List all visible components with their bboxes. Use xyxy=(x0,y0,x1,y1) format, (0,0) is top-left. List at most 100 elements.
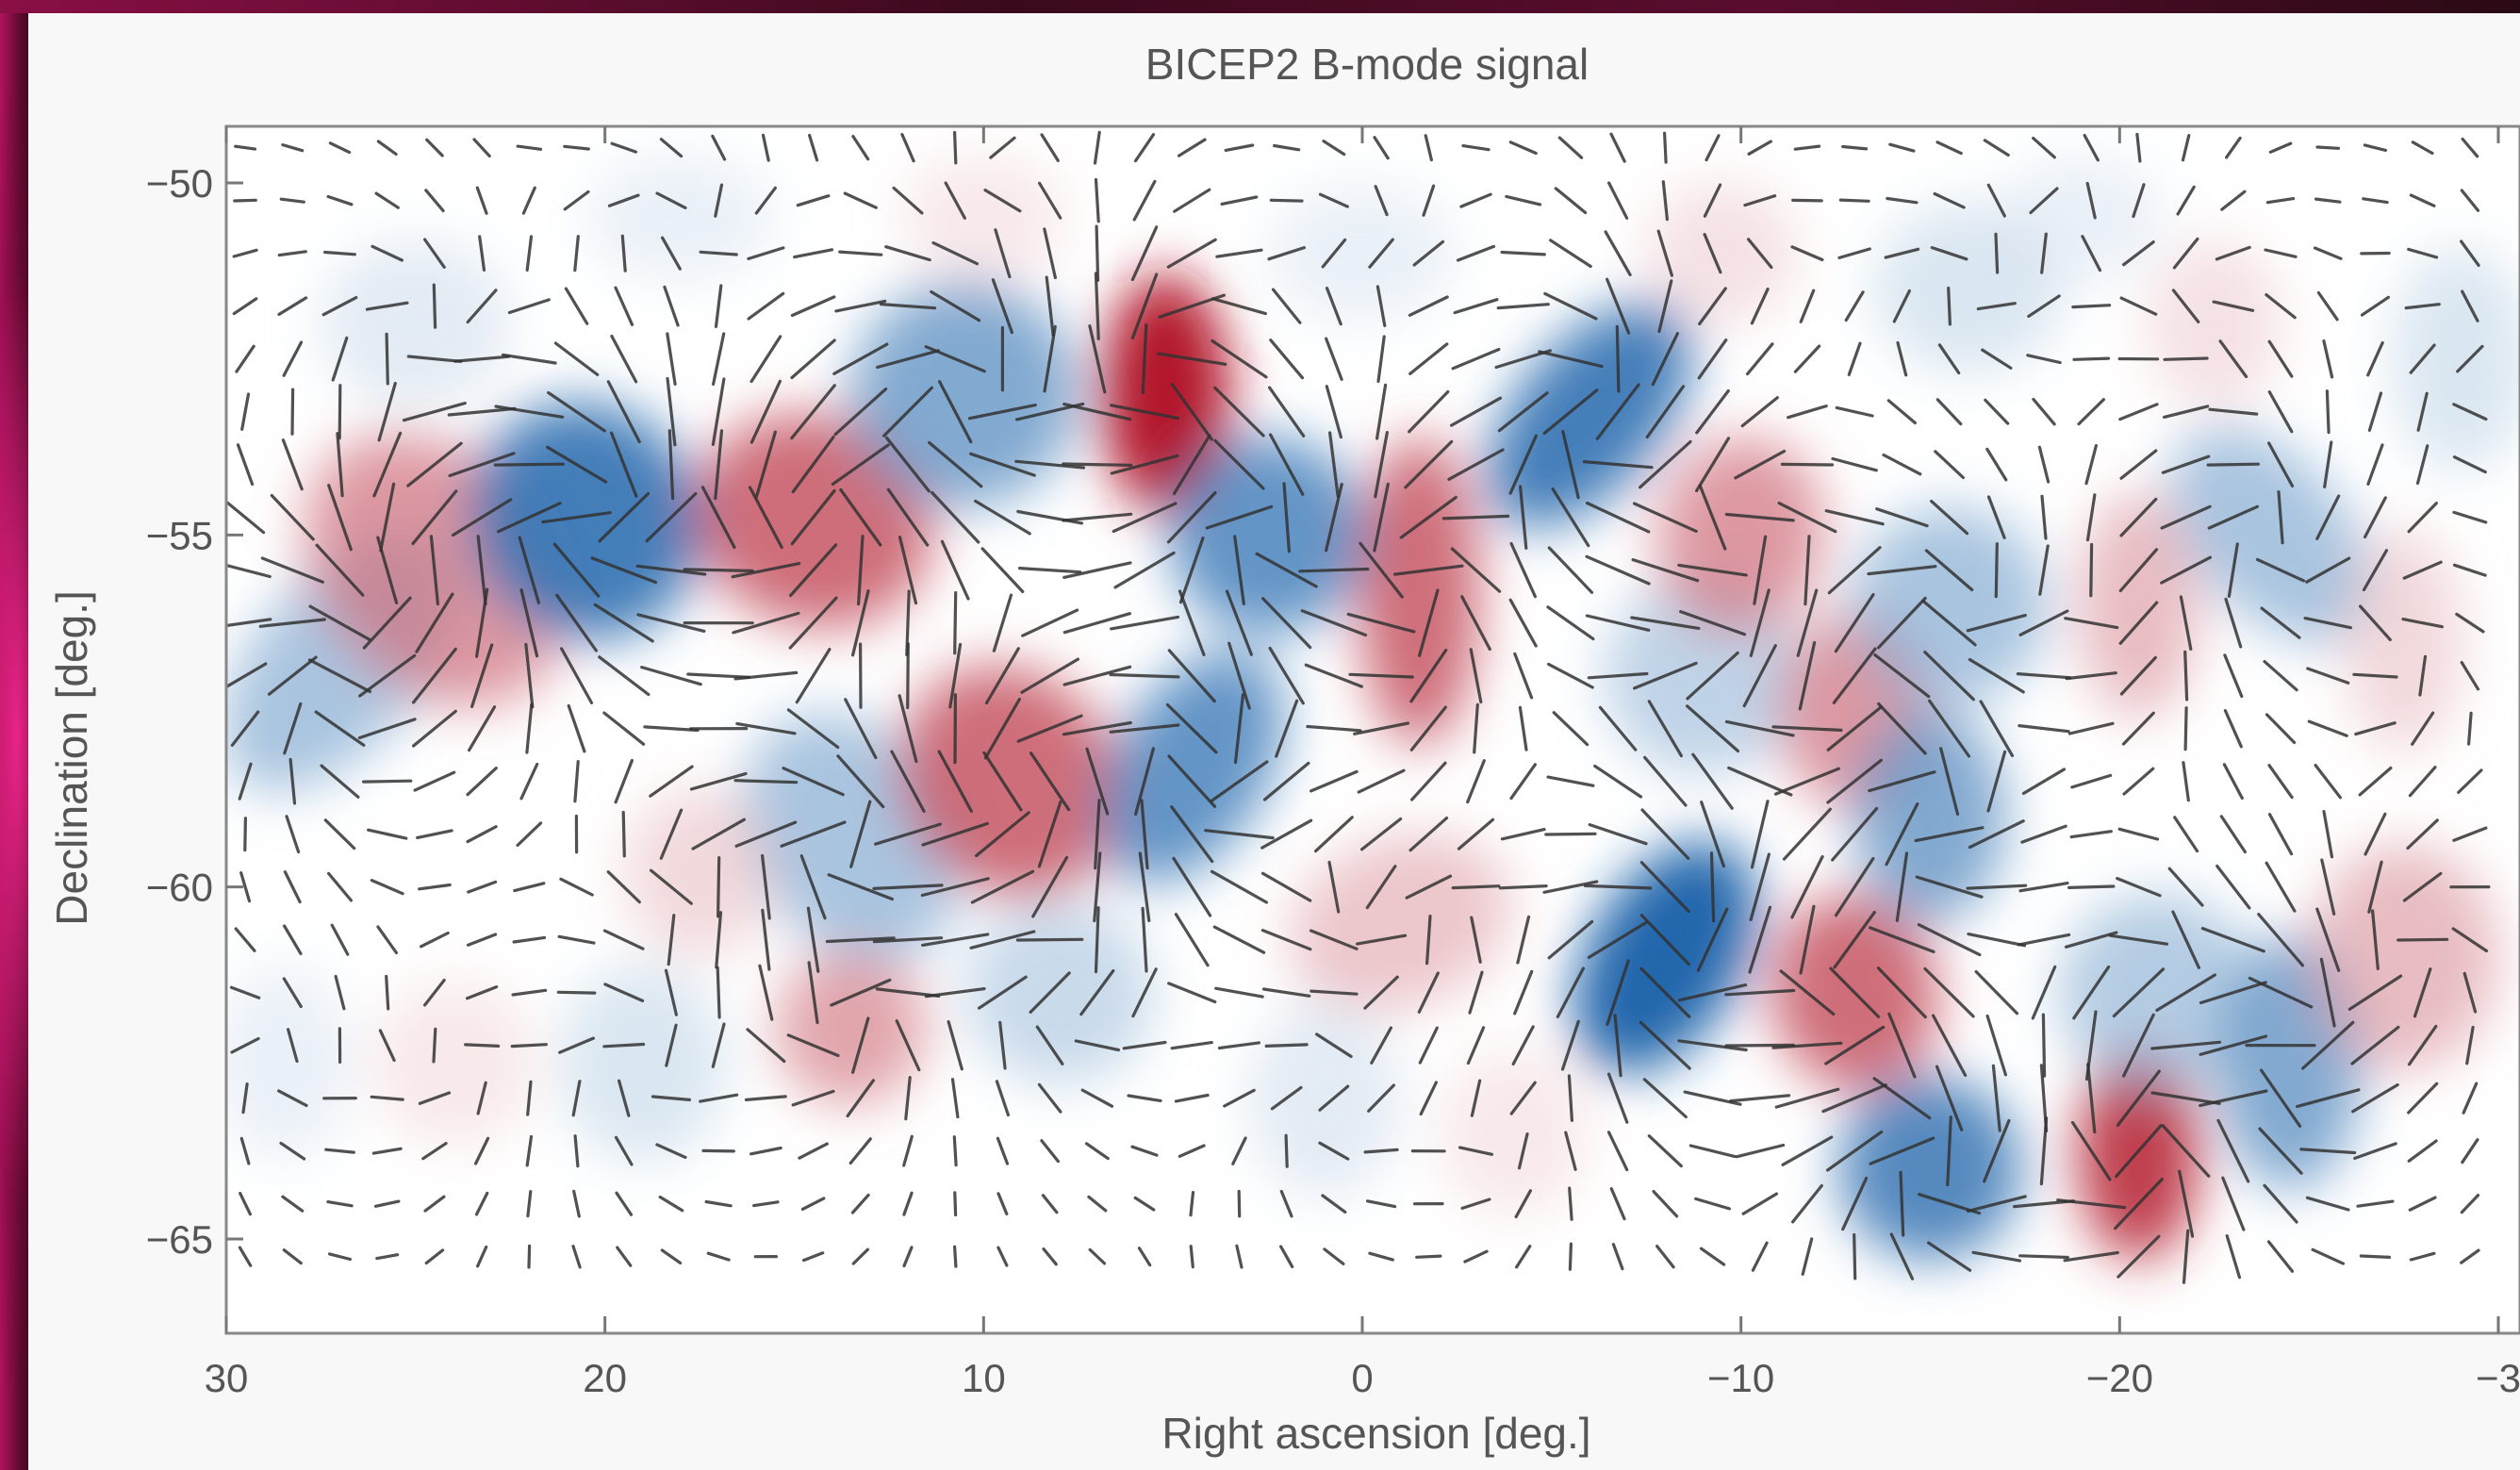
polarization-vector-714 xyxy=(1742,644,1777,708)
polarization-vector-578 xyxy=(1447,448,1505,481)
polarization-vector-136 xyxy=(502,353,557,365)
heatmap-blob-2 xyxy=(470,402,701,640)
polarization-vector-713 xyxy=(1749,588,1771,658)
polarization-vector-159 xyxy=(547,390,606,433)
polarization-vector-10 xyxy=(226,662,268,689)
polarization-vector-941 xyxy=(2199,1034,2268,1056)
polarization-vector-29 xyxy=(270,493,315,541)
polarization-vector-178 xyxy=(620,234,627,273)
polarization-vector-799 xyxy=(1930,499,1969,536)
polarization-vector-71 xyxy=(377,381,397,442)
polarization-vector-448 xyxy=(1178,536,1205,604)
polarization-vector-496 xyxy=(1262,761,1310,801)
polarization-vector-299 xyxy=(849,800,872,868)
polarization-vector-222 xyxy=(699,250,738,256)
polarization-vector-519 xyxy=(1313,816,1354,853)
polarization-vector-545 xyxy=(1370,1026,1393,1065)
polarization-vector-306 xyxy=(850,1193,870,1214)
polarization-vector-993 xyxy=(2360,295,2390,317)
polarization-vector-970 xyxy=(2313,246,2343,260)
polarization-vector-793 xyxy=(1933,191,1966,209)
polarization-vector-783 xyxy=(1885,801,1919,867)
polarization-vector-770 xyxy=(1888,142,1916,153)
polarization-vector-567 xyxy=(1418,1026,1439,1065)
polarization-vector-482 xyxy=(1237,1189,1242,1218)
polarization-vector-762 xyxy=(1834,856,1875,917)
polarization-vector-228 xyxy=(683,568,754,573)
polarization-vector-483 xyxy=(1235,1244,1244,1269)
polarization-vector-41 xyxy=(279,1141,306,1161)
polarization-vector-436 xyxy=(1127,1094,1162,1103)
polarization-vector-612 xyxy=(1509,1081,1537,1115)
polarization-vector-488 xyxy=(1269,339,1305,380)
polarization-vector-150 xyxy=(526,1080,533,1116)
polarization-vector-592 xyxy=(1460,1197,1491,1211)
polarization-vector-412 xyxy=(1079,968,1115,1016)
polarization-vector-148 xyxy=(511,988,548,997)
polarization-vector-1041 xyxy=(2452,510,2488,524)
polarization-vector-509 xyxy=(1325,287,1342,326)
polarization-vector-984 xyxy=(2319,957,2336,1028)
polarization-vector-507 xyxy=(1318,192,1349,208)
polarization-vector-97 xyxy=(415,592,454,653)
polarization-vector-528 xyxy=(1373,136,1390,160)
polarization-vector-22 xyxy=(281,143,305,153)
heatmap-blob-26 xyxy=(2059,894,2256,1092)
polarization-vector-597 xyxy=(1496,303,1550,310)
polarization-vector-703 xyxy=(1699,1247,1726,1266)
polarization-vector-630 xyxy=(1542,880,1599,894)
polarization-vector-340 xyxy=(948,642,963,709)
polarization-vector-0 xyxy=(234,144,257,151)
polarization-vector-322 xyxy=(872,884,944,891)
polarization-vector-409 xyxy=(1094,799,1101,870)
polarization-vector-359 xyxy=(973,499,1031,536)
polarization-vector-85 xyxy=(371,1147,403,1155)
polarization-vector-355 xyxy=(991,278,1014,335)
polarization-vector-920 xyxy=(2150,1091,2221,1105)
polarization-vector-698 xyxy=(1677,983,1748,1002)
polarization-vector-607 xyxy=(1500,827,1546,841)
polarization-vector-743 xyxy=(1771,1041,1843,1049)
polarization-vector-951 xyxy=(2267,390,2294,434)
polarization-vector-627 xyxy=(1552,711,1589,747)
polarization-vector-938 xyxy=(2215,864,2251,910)
polarization-vector-652 xyxy=(1583,884,1653,890)
polarization-vector-454 xyxy=(1172,856,1212,917)
polarization-vector-120 xyxy=(470,643,494,709)
polarization-vector-957 xyxy=(2265,713,2297,745)
polarization-vector-801 xyxy=(1921,599,1977,647)
polarization-vector-344 xyxy=(920,877,990,898)
polarization-vector-658 xyxy=(1609,1187,1626,1221)
polarization-vector-899 xyxy=(2115,1123,2163,1179)
polarization-vector-69 xyxy=(365,301,409,311)
polarization-vector-591 xyxy=(1458,1146,1494,1156)
polarization-vector-57 xyxy=(323,818,356,851)
polarization-vector-952 xyxy=(2267,441,2295,487)
polarization-vector-28 xyxy=(281,438,304,491)
polarization-vector-576 xyxy=(1451,347,1501,371)
polarization-vector-433 xyxy=(1141,906,1148,973)
polarization-vector-723 xyxy=(1735,1143,1786,1159)
polarization-vector-645 xyxy=(1585,501,1651,534)
polarization-vector-459 xyxy=(1178,1144,1206,1158)
polarization-vector-931 xyxy=(2207,504,2259,530)
polarization-vector-119 xyxy=(475,587,489,658)
polarization-vector-625 xyxy=(1546,605,1595,641)
polarization-vector-851 xyxy=(2017,933,2071,947)
heatmap-blob-23 xyxy=(1839,1077,2021,1261)
polarization-vector-841 xyxy=(2032,397,2056,426)
polarization-vector-871 xyxy=(2069,830,2113,839)
polarization-vector-777 xyxy=(1875,507,1929,528)
heatmap-blob-30 xyxy=(2343,527,2464,753)
polarization-vector-446 xyxy=(1172,434,1211,495)
polarization-vector-288 xyxy=(838,250,883,256)
polarization-vector-75 xyxy=(362,596,412,650)
polarization-vector-668 xyxy=(1631,557,1700,583)
polarization-vector-1053 xyxy=(2461,1138,2479,1164)
polarization-vector-360 xyxy=(980,547,1025,594)
background-top-band xyxy=(0,0,2520,13)
polarization-vector-33 xyxy=(283,702,303,755)
polarization-vector-502 xyxy=(1270,1085,1303,1111)
polarization-vector-673 xyxy=(1640,808,1690,860)
polarization-vector-477 xyxy=(1212,925,1266,954)
